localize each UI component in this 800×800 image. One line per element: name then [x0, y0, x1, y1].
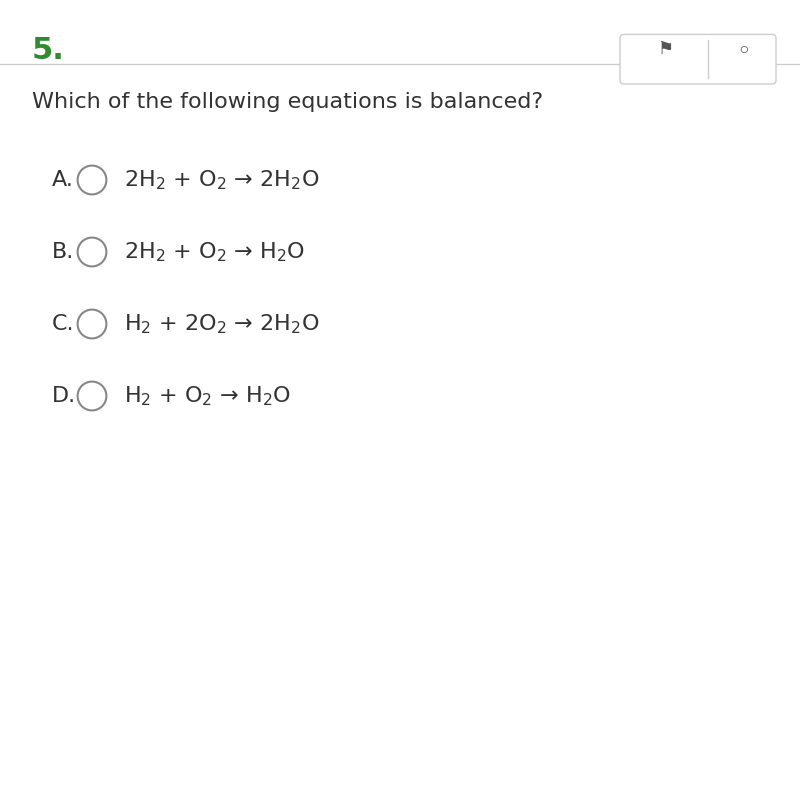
Text: D.: D.: [52, 386, 76, 406]
Text: A.: A.: [52, 170, 74, 190]
Text: H$_2$ + O$_2$ → H$_2$O: H$_2$ + O$_2$ → H$_2$O: [124, 384, 291, 408]
FancyBboxPatch shape: [620, 34, 776, 84]
Text: 2H$_2$ + O$_2$ → 2H$_2$O: 2H$_2$ + O$_2$ → 2H$_2$O: [124, 168, 319, 192]
Text: H$_2$ + 2O$_2$ → 2H$_2$O: H$_2$ + 2O$_2$ → 2H$_2$O: [124, 312, 319, 336]
Text: ⚑: ⚑: [658, 40, 674, 58]
Text: 2H$_2$ + O$_2$ → H$_2$O: 2H$_2$ + O$_2$ → H$_2$O: [124, 240, 305, 264]
Text: 5.: 5.: [32, 36, 65, 65]
Text: ◦: ◦: [737, 40, 751, 64]
Text: Which of the following equations is balanced?: Which of the following equations is bala…: [32, 92, 543, 112]
Text: B.: B.: [52, 242, 74, 262]
Text: C.: C.: [52, 314, 74, 334]
